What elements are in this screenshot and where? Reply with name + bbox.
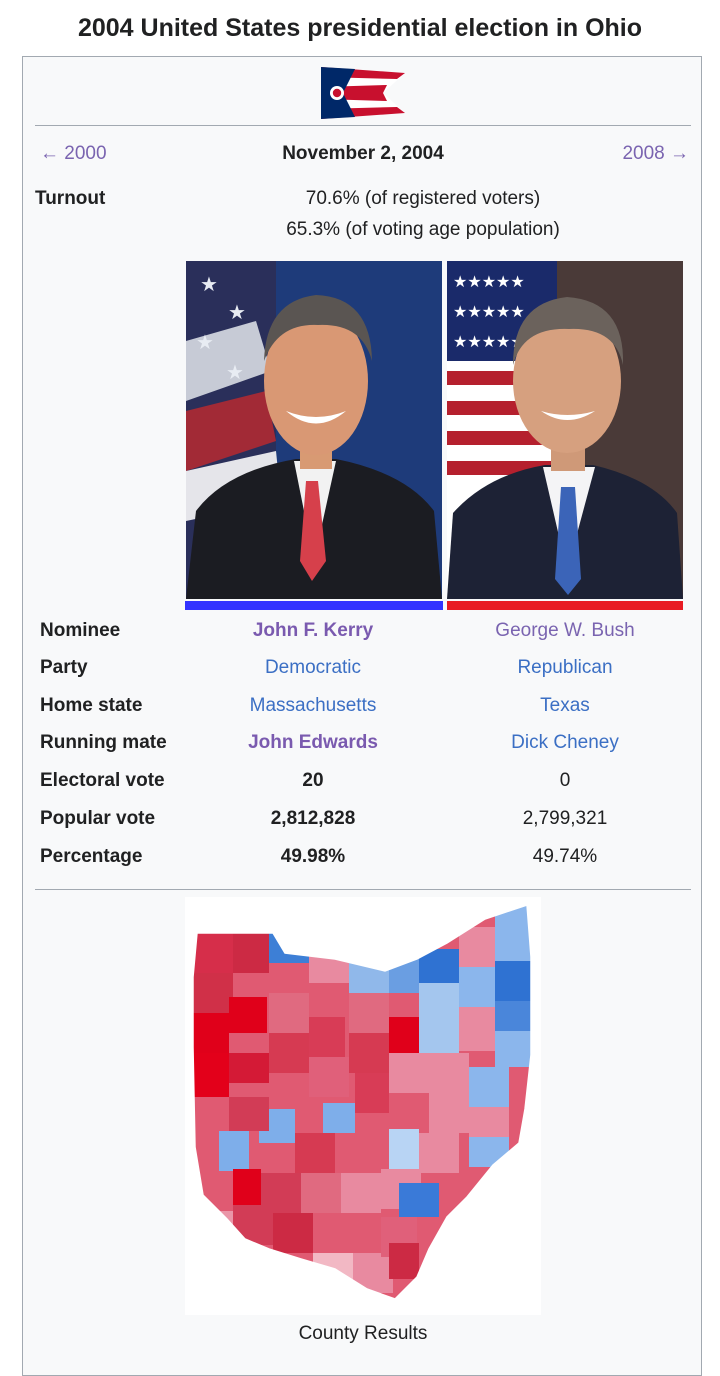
- divider: [35, 889, 691, 890]
- row-label-party: Party: [40, 657, 88, 678]
- bush-party-link[interactable]: Republican: [517, 657, 613, 678]
- kerry-home-state-link[interactable]: Massachusetts: [249, 695, 377, 716]
- bush-home-state-link[interactable]: Texas: [540, 695, 590, 716]
- row-label-electoral-vote: Electoral vote: [40, 770, 165, 791]
- bush-running-mate-link[interactable]: Dick Cheney: [511, 732, 619, 753]
- bush-name-link[interactable]: George W. Bush: [495, 620, 635, 641]
- county-results-map[interactable]: [185, 897, 541, 1315]
- bush-popular-vote: 2,799,321: [522, 808, 608, 829]
- bush-portrait[interactable]: ★★★★★ ★★★★★ ★★★★★: [447, 261, 683, 599]
- svg-text:★★★★★: ★★★★★: [453, 272, 525, 291]
- next-election-link[interactable]: 2008 →: [622, 143, 689, 164]
- svg-text:★: ★: [196, 330, 214, 354]
- kerry-party-link[interactable]: Democratic: [264, 657, 362, 678]
- svg-text:★★★★★: ★★★★★: [453, 302, 525, 321]
- kerry-party-bar: [185, 601, 443, 610]
- prev-election-link[interactable]: ← 2000: [40, 143, 107, 164]
- svg-text:★: ★: [228, 300, 246, 324]
- election-date: November 2, 2004: [282, 143, 444, 164]
- ohio-flag-icon: [321, 67, 405, 119]
- kerry-popular-vote: 2,812,828: [270, 808, 356, 829]
- row-label-popular-vote: Popular vote: [40, 808, 156, 829]
- kerry-name-link[interactable]: John F. Kerry: [252, 620, 374, 641]
- row-label-home-state: Home state: [40, 695, 143, 716]
- row-label-nominee: Nominee: [40, 620, 121, 641]
- row-label-running-mate: Running mate: [40, 732, 167, 753]
- kerry-percentage: 49.98%: [280, 846, 346, 867]
- kerry-electoral-vote: 20: [302, 770, 324, 791]
- svg-text:★: ★: [200, 272, 218, 296]
- bush-percentage: 49.74%: [532, 846, 598, 867]
- page-title: 2004 United States presidential election…: [77, 14, 643, 42]
- turnout-label: Turnout: [35, 188, 106, 209]
- svg-text:★: ★: [226, 360, 244, 384]
- turnout-voting-age: 65.3% (of voting age population): [286, 219, 560, 240]
- bush-party-bar: [447, 601, 683, 610]
- divider: [35, 125, 691, 126]
- map-caption: County Results: [298, 1323, 428, 1344]
- row-label-percentage: Percentage: [40, 846, 143, 867]
- election-infobox: ← 2000 November 2, 2004 2008 → Turnout 7…: [22, 56, 702, 1376]
- bush-electoral-vote: 0: [559, 770, 571, 791]
- svg-text:★★★★★: ★★★★★: [453, 332, 525, 351]
- turnout-registered: 70.6% (of registered voters): [305, 188, 541, 209]
- kerry-running-mate-link[interactable]: John Edwards: [248, 732, 378, 753]
- kerry-portrait[interactable]: ★ ★ ★ ★: [186, 261, 442, 599]
